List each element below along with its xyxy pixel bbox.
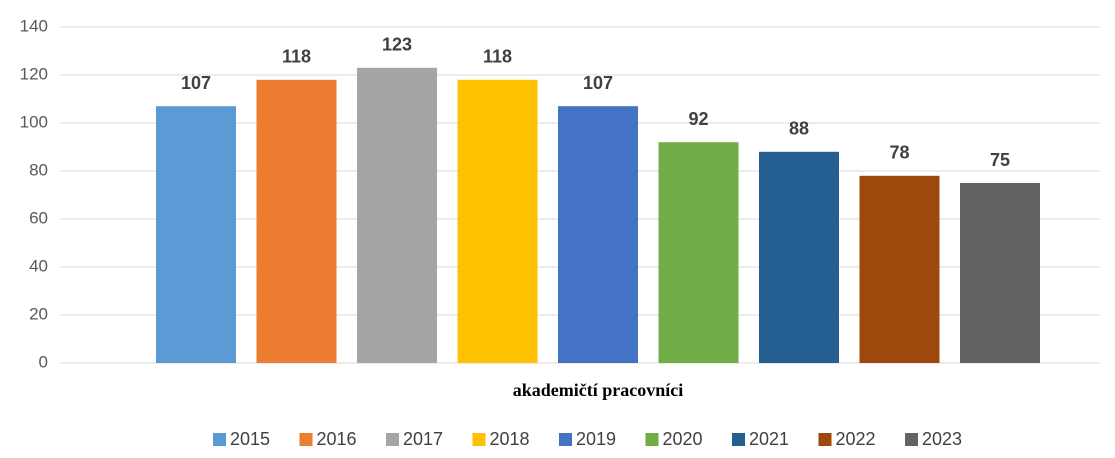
legend-label: 2023 — [922, 429, 962, 449]
data-label: 88 — [789, 119, 809, 139]
legend-label: 2016 — [317, 429, 357, 449]
legend-label: 2019 — [576, 429, 616, 449]
legend-swatch — [299, 433, 313, 446]
y-tick-label: 120 — [20, 64, 48, 83]
data-label: 118 — [483, 47, 512, 67]
bar — [759, 151, 839, 363]
legend-swatch — [213, 433, 226, 446]
y-tick-label: 140 — [20, 16, 48, 35]
y-tick-label: 40 — [29, 256, 48, 275]
legend-swatch — [472, 433, 486, 446]
category-label: akademičtí pracovníci — [513, 380, 683, 400]
legend-swatch — [645, 433, 659, 446]
data-label: 92 — [688, 109, 708, 129]
y-tick-label: 20 — [29, 304, 48, 323]
legend-swatch — [559, 433, 572, 446]
data-label: 107 — [181, 73, 211, 93]
legend-swatch — [905, 433, 918, 446]
legend-label: 2018 — [490, 429, 530, 449]
bar — [457, 79, 538, 364]
legend-label: 2022 — [836, 429, 876, 449]
legend-swatch — [732, 433, 745, 446]
bar — [859, 175, 940, 363]
legend-label: 2021 — [749, 429, 789, 449]
data-label: 107 — [583, 73, 613, 93]
legend-swatch — [818, 433, 832, 446]
bar — [558, 106, 638, 363]
data-label: 123 — [382, 35, 412, 55]
legend-swatch — [386, 433, 399, 446]
y-tick-label: 80 — [29, 160, 48, 179]
y-tick-label: 60 — [29, 208, 48, 227]
legend-label: 2017 — [403, 429, 443, 449]
data-label: 78 — [889, 143, 909, 163]
bar — [960, 183, 1040, 363]
y-tick-label: 100 — [20, 112, 48, 131]
legend-label: 2020 — [663, 429, 703, 449]
bar — [658, 142, 739, 363]
data-label: 118 — [282, 47, 311, 67]
y-tick-label: 0 — [39, 352, 48, 371]
bar — [156, 106, 236, 363]
data-label: 75 — [990, 150, 1010, 170]
bar — [256, 79, 337, 364]
legend-label: 2015 — [230, 429, 270, 449]
bar — [357, 67, 437, 364]
